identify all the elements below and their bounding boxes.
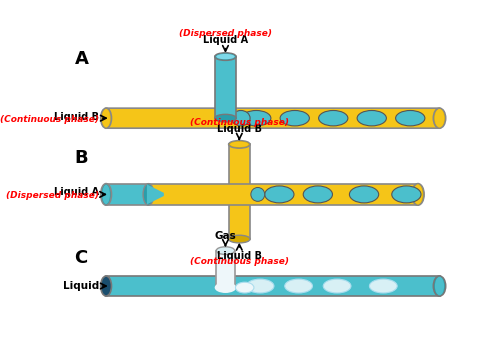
Ellipse shape — [143, 184, 154, 205]
Ellipse shape — [214, 53, 236, 61]
Ellipse shape — [230, 142, 248, 147]
Ellipse shape — [357, 110, 386, 126]
Ellipse shape — [102, 185, 110, 204]
Ellipse shape — [350, 186, 378, 203]
Ellipse shape — [414, 184, 422, 204]
Text: Liquid B: Liquid B — [217, 251, 262, 261]
Ellipse shape — [242, 110, 271, 126]
Text: Liquid A: Liquid A — [203, 35, 248, 45]
Ellipse shape — [228, 141, 250, 148]
Text: Liquid B: Liquid B — [217, 124, 262, 134]
Bar — [106, 184, 148, 205]
Text: Gas: Gas — [214, 231, 236, 241]
FancyBboxPatch shape — [106, 108, 440, 128]
Ellipse shape — [100, 276, 112, 296]
Ellipse shape — [232, 110, 250, 126]
Ellipse shape — [228, 235, 250, 243]
Text: (Dispersed phase): (Dispersed phase) — [6, 191, 99, 200]
Ellipse shape — [370, 279, 397, 293]
Ellipse shape — [216, 247, 234, 255]
Ellipse shape — [303, 186, 332, 203]
Text: (Dispersed phase): (Dispersed phase) — [179, 29, 272, 38]
Ellipse shape — [323, 279, 351, 293]
Ellipse shape — [284, 279, 312, 293]
Text: Liquid: Liquid — [63, 281, 99, 291]
Ellipse shape — [102, 109, 110, 127]
Text: A: A — [74, 51, 88, 68]
Text: (Continuous phase): (Continuous phase) — [190, 119, 289, 127]
Ellipse shape — [435, 277, 444, 295]
Ellipse shape — [434, 108, 446, 128]
Ellipse shape — [435, 109, 444, 127]
Ellipse shape — [246, 279, 274, 293]
Text: B: B — [74, 149, 88, 167]
Ellipse shape — [214, 114, 236, 122]
Ellipse shape — [100, 108, 112, 128]
Ellipse shape — [100, 184, 112, 205]
Bar — [214, 57, 236, 118]
Ellipse shape — [251, 188, 264, 201]
Text: (Continuous phase): (Continuous phase) — [0, 115, 99, 124]
Ellipse shape — [214, 282, 236, 293]
Ellipse shape — [434, 276, 446, 296]
Ellipse shape — [216, 54, 234, 59]
Text: Liquid B: Liquid B — [54, 112, 99, 122]
Text: Liquid A: Liquid A — [54, 188, 99, 198]
Ellipse shape — [392, 186, 421, 203]
Ellipse shape — [318, 110, 348, 126]
Bar — [216, 251, 234, 286]
Ellipse shape — [396, 110, 425, 126]
Bar — [148, 184, 418, 205]
Text: (Continuous phase): (Continuous phase) — [190, 257, 289, 266]
Bar — [228, 145, 250, 239]
Ellipse shape — [264, 186, 294, 203]
Ellipse shape — [412, 184, 424, 205]
Polygon shape — [147, 184, 164, 204]
Ellipse shape — [236, 282, 254, 293]
Text: C: C — [74, 249, 88, 267]
Bar — [106, 276, 440, 296]
Ellipse shape — [280, 110, 310, 126]
